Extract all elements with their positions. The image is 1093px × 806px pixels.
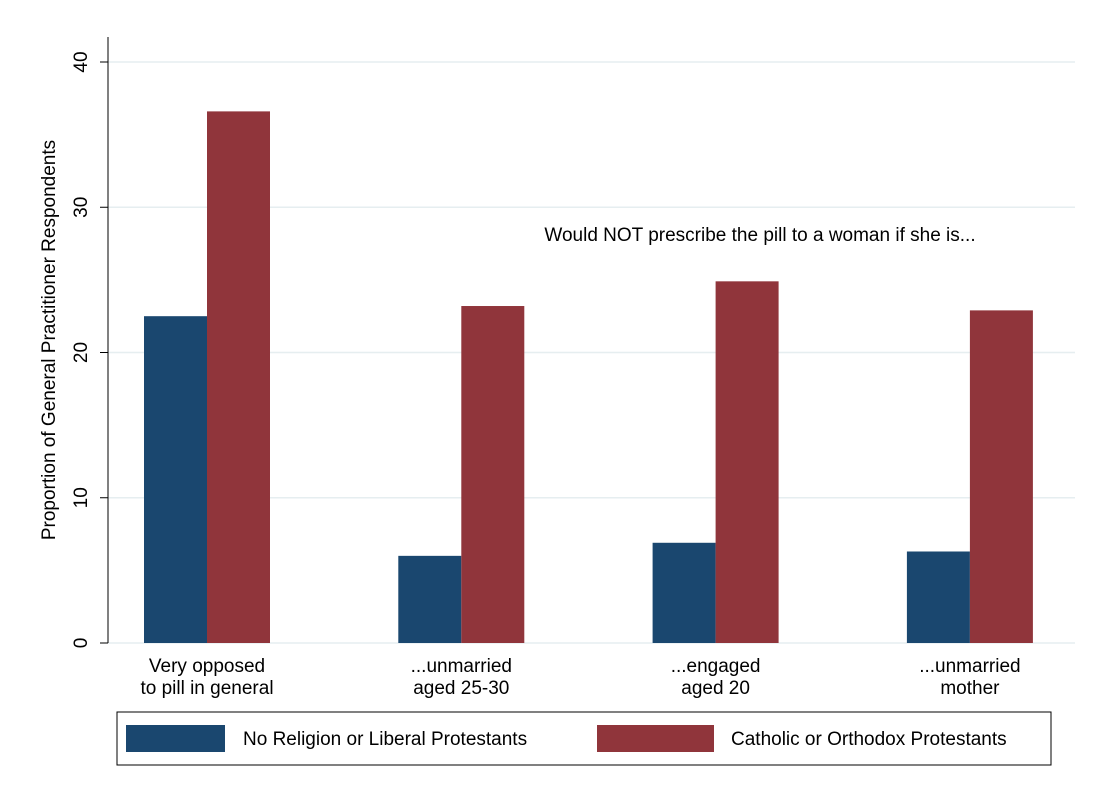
bar: [398, 555, 462, 643]
y-tick-label: 10: [71, 487, 92, 508]
y-tick-label: 0: [71, 638, 92, 649]
x-tick-label: mother: [940, 678, 1000, 699]
bar: [652, 542, 716, 643]
legend-swatch: [597, 725, 714, 752]
bar: [207, 111, 270, 643]
x-tick-label: aged 20: [681, 678, 750, 699]
legend-label: Catholic or Orthodox Protestants: [731, 729, 1007, 750]
x-tick-label: ...engaged: [671, 656, 761, 677]
y-axis-label: Proportion of General Practitioner Respo…: [39, 140, 60, 540]
bar: [969, 310, 1033, 643]
x-tick-label: ...unmarried: [411, 656, 512, 677]
annotation: Would NOT prescribe the pill to a woman …: [544, 225, 975, 246]
legend-swatch: [126, 725, 225, 752]
bar: [906, 551, 970, 643]
x-tick-label: ...unmarried: [919, 656, 1020, 677]
legend-label: No Religion or Liberal Protestants: [243, 729, 527, 750]
y-tick-label: 30: [71, 197, 92, 218]
y-tick-label: 20: [71, 342, 92, 363]
legend-box: [116, 711, 1052, 766]
bar: [461, 306, 525, 643]
x-tick-label: aged 25-30: [413, 678, 509, 699]
x-tick-label: to pill in general: [140, 678, 273, 699]
y-tick-label: 40: [71, 51, 92, 72]
bar: [144, 316, 207, 643]
x-tick-label: Very opposed: [149, 656, 265, 677]
bar: [715, 281, 779, 643]
